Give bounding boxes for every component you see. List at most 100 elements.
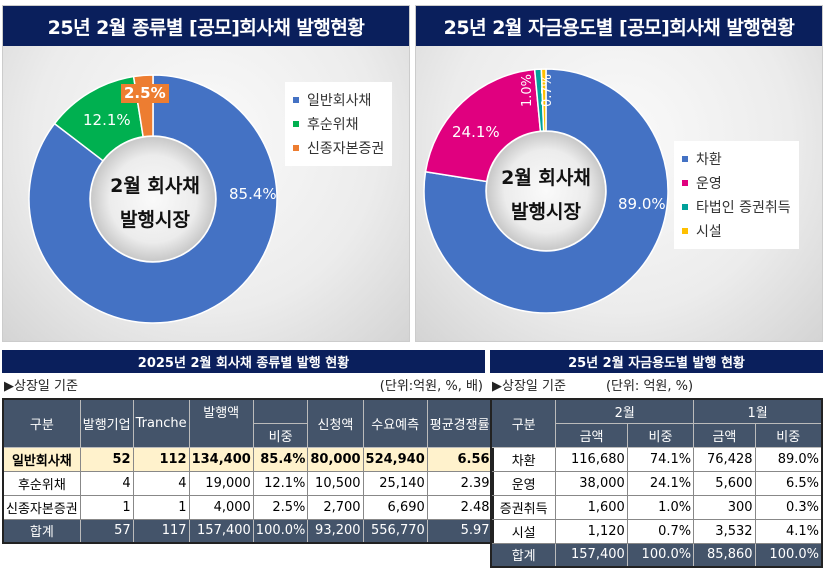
row-label: 증권취득	[490, 494, 557, 520]
col-header: 신청액	[307, 398, 364, 448]
legend-swatch	[293, 97, 299, 103]
issuance-by-type-table: 구분 발행기업 Tranche 발행액 신청액 수요예측 평균경쟁률 비중 일반회사채 52 1…	[2, 398, 494, 544]
table-cell: 6.56	[426, 446, 494, 472]
table-cell: 10,500	[307, 470, 364, 496]
table-cell: 6,690	[362, 494, 428, 520]
table-cell: 6.5%	[754, 470, 823, 496]
legend-item: 신종자본증권	[293, 136, 384, 160]
col-header: 비중	[626, 422, 695, 448]
legend-label: 차환	[696, 152, 722, 168]
data-label: 2.5%	[121, 84, 169, 103]
table-title: 2025년 2월 회사채 종류별 발행 현황	[2, 350, 485, 373]
donut-hole	[487, 132, 605, 250]
data-label: 0.7%	[540, 74, 555, 108]
legend-swatch	[293, 121, 299, 127]
table-cell: 4.1%	[754, 518, 823, 544]
basis-note: ▶상장일 기준	[492, 378, 566, 394]
table-cell: 157,400	[188, 518, 254, 544]
data-label: 1.0%	[520, 74, 535, 108]
table-subheader: ▶상장일 기준 (단위:억원, %, 배)	[2, 373, 485, 395]
donut-hole	[91, 137, 215, 261]
table-cell: 24.1%	[626, 470, 695, 496]
donut-slice-시설	[540, 68, 547, 132]
donut-chart-by-purpose	[423, 68, 669, 314]
legend-item: 시설	[682, 219, 791, 243]
unit-note: (단위:억원, %, 배)	[379, 378, 483, 394]
col-header: 2월	[555, 398, 695, 424]
legend-item: 타법인 증권취득	[682, 195, 791, 219]
unit-note: (단위: 억원, %)	[605, 378, 694, 394]
col-header: 발행기업	[79, 398, 134, 448]
table-cell: 1	[79, 494, 134, 520]
table-cell: 556,770	[362, 518, 428, 544]
row-label: 차환	[490, 446, 557, 472]
center-line-1: 2월 회사채	[501, 167, 591, 189]
issuance-by-purpose-table: 구분 2월 1월 금액 비중 금액 비중 차환 116,680 74.1% 76,428 89.0…	[490, 398, 823, 568]
basis-note: ▶상장일 기준	[4, 378, 78, 394]
col-header: 구분	[2, 398, 81, 448]
table-cell: 100.0%	[252, 518, 309, 544]
donut-slice-차환	[423, 68, 669, 314]
data-label: 12.1%	[83, 111, 131, 129]
table-cell: 1,600	[555, 494, 628, 520]
table-cell: 1.0%	[626, 494, 695, 520]
table-cell: 93,200	[307, 518, 364, 544]
table-cell: 12.1%	[252, 470, 309, 496]
col-header: 수요예측	[362, 398, 428, 448]
table-row: 운영 38,000 24.1% 5,600 6.5%	[490, 470, 823, 496]
chart-legend: 차환 운영 타법인 증권취득 시설	[674, 141, 799, 249]
table-row: 차환 116,680 74.1% 76,428 89.0%	[490, 446, 823, 472]
table-by-purpose-section: 25년 2월 자금용도별 발행 현황 ▶상장일 기준 (단위: 억원, %) 구…	[490, 350, 823, 568]
legend-item: 운영	[682, 171, 791, 195]
legend-label: 운영	[696, 176, 722, 192]
chart-panel-by-purpose: 25년 2월 자금용도별 [공모]회사채 발행현황 2월 회사채 발행시장 89…	[415, 5, 823, 342]
table-cell: 300	[693, 494, 756, 520]
table-cell: 57	[79, 518, 134, 544]
table-cell: 5,600	[693, 470, 756, 496]
data-label: 85.4%	[229, 185, 277, 203]
data-label: 89.0%	[618, 195, 666, 213]
table-cell: 524,940	[362, 446, 428, 472]
legend-item: 일반회사채	[293, 88, 384, 112]
legend-item: 후순위채	[293, 112, 384, 136]
row-label: 운영	[490, 470, 557, 496]
table-cell: 2.5%	[252, 494, 309, 520]
legend-swatch	[682, 156, 688, 162]
row-label: 신종자본증권	[2, 494, 81, 520]
table-cell: 5.97	[426, 518, 494, 544]
legend-label: 일반회사채	[307, 93, 372, 109]
legend-label: 신종자본증권	[307, 141, 385, 157]
center-line-2: 발행시장	[120, 209, 190, 231]
col-header: 비중	[754, 422, 823, 448]
table-by-type-section: 2025년 2월 회사채 종류별 발행 현황 ▶상장일 기준 (단위:억원, %…	[2, 350, 494, 544]
table-cell: 80,000	[307, 446, 364, 472]
table-cell: 117	[132, 518, 190, 544]
table-cell: 112	[132, 446, 190, 472]
legend-label: 시설	[696, 224, 722, 240]
donut-center-label: 2월 회사채 발행시장	[486, 161, 606, 229]
table-cell: 4	[79, 470, 134, 496]
table-cell: 134,400	[188, 446, 254, 472]
donut-slice-일반회사채	[28, 74, 278, 324]
table-row: 합계 157,400 100.0% 85,860 100.0%	[490, 542, 823, 568]
table-cell: 4,000	[188, 494, 254, 520]
table-row: 신종자본증권 1 1 4,000 2.5% 2,700 6,690 2.48	[2, 494, 494, 520]
table-cell: 85,860	[693, 542, 756, 568]
chart-title: 25년 2월 종류별 [공모]회사채 발행현황	[3, 6, 409, 46]
table-subheader: ▶상장일 기준 (단위: 억원, %)	[490, 373, 823, 395]
col-header: 금액	[693, 422, 756, 448]
col-header: 1월	[693, 398, 823, 424]
table-row: 증권취득 1,600 1.0% 300 0.3%	[490, 494, 823, 520]
col-header: 구분	[490, 398, 557, 448]
table-cell: 4	[132, 470, 190, 496]
legend-swatch	[293, 145, 299, 151]
col-header: Tranche	[132, 398, 190, 448]
header-spacer	[252, 398, 309, 423]
col-header: 발행액	[188, 398, 254, 423]
donut-slice-운영	[424, 68, 542, 183]
legend-label: 후순위채	[307, 117, 359, 133]
row-label: 합계	[490, 542, 557, 568]
table-row: 합계 57 117 157,400 100.0% 93,200 556,770 5.97	[2, 518, 494, 544]
row-label: 후순위채	[2, 470, 81, 496]
chart-legend: 일반회사채 후순위채 신종자본증권	[285, 82, 393, 166]
